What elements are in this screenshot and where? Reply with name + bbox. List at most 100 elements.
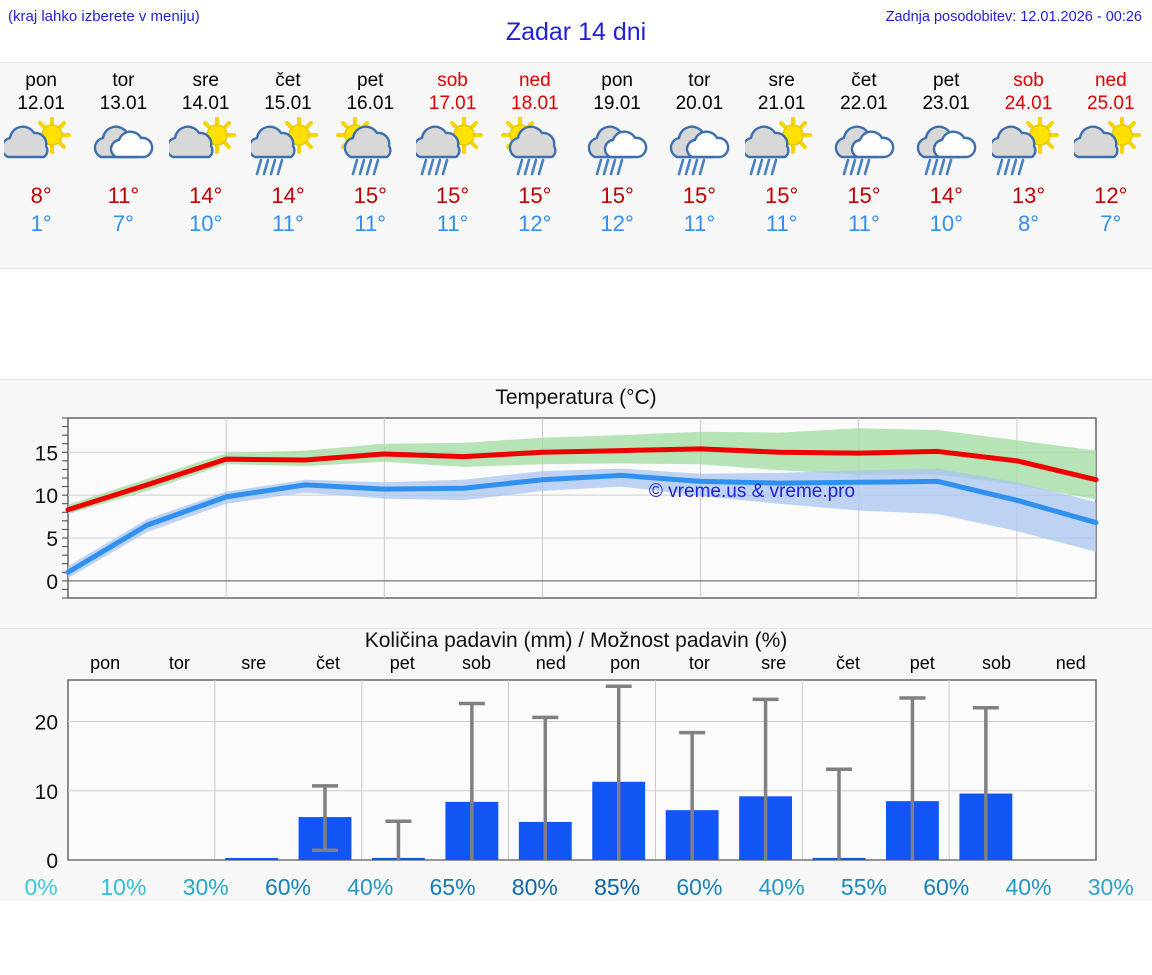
weather-icon-wrap bbox=[827, 117, 901, 179]
weather-icon-wrap bbox=[333, 117, 407, 179]
day-date-label: 12.01 bbox=[17, 93, 65, 114]
weather-icon-wrap bbox=[1073, 117, 1148, 179]
precip-probability-label: 0% bbox=[24, 874, 58, 900]
max-temperature-label: 15° bbox=[353, 183, 387, 208]
max-temperature-label: 14° bbox=[929, 183, 963, 208]
day-of-week-label: pon bbox=[25, 70, 57, 91]
precip-probability-label: 55% bbox=[840, 874, 887, 900]
day-of-week-label: sre bbox=[768, 70, 795, 91]
precip-probability-label: 80% bbox=[511, 874, 558, 900]
max-temperature-label: 15° bbox=[600, 183, 634, 208]
max-temperature-label: 14° bbox=[271, 183, 305, 208]
precip-day-label: pet bbox=[389, 653, 415, 673]
max-temperature-label: 15° bbox=[765, 183, 799, 208]
partly-cloudy-icon bbox=[1073, 117, 1141, 159]
weather-icon-wrap bbox=[909, 117, 983, 179]
watermark: © vreme.us & vreme.pro bbox=[649, 481, 855, 502]
precip-day-label: sre bbox=[761, 653, 787, 673]
precip-probability-label: 40% bbox=[347, 874, 394, 900]
spacer bbox=[0, 269, 1152, 379]
day-card[interactable]: ned 18.01 15° 12° bbox=[494, 63, 576, 268]
precip-probability-label: 65% bbox=[429, 874, 476, 900]
day-card[interactable]: sre 14.01 14° 10° bbox=[165, 63, 247, 268]
day-date-label: 13.01 bbox=[99, 93, 148, 114]
day-card[interactable]: pet 23.01 14° 10° bbox=[905, 63, 987, 268]
day-card[interactable]: sob 24.01 13° 8° bbox=[987, 63, 1069, 268]
min-temperature-label: 1° bbox=[30, 211, 52, 236]
confidence-band bbox=[68, 468, 1096, 579]
day-card[interactable]: sob 17.01 15° 11° bbox=[411, 63, 493, 268]
day-card[interactable]: pet 16.01 15° 11° bbox=[329, 63, 411, 268]
y-axis-tick-label: 15 bbox=[35, 442, 58, 465]
min-temperature-label: 10° bbox=[189, 211, 223, 236]
precip-day-label: tor bbox=[688, 653, 710, 673]
precip-probability-label: 10% bbox=[100, 874, 147, 900]
max-temperature-label: 11° bbox=[107, 183, 140, 208]
min-temperature-label: 11° bbox=[848, 211, 880, 236]
day-card[interactable]: tor 20.01 15° 11° bbox=[658, 63, 740, 268]
precipitation-probability-row: 0% 10% 30% 60% 40% 65% 80% 85% 60% 40% 55% 60% 40% 30… bbox=[0, 874, 1152, 901]
precipitation-chart-title: Količina padavin (mm) / Možnost padavin … bbox=[364, 629, 788, 652]
y-axis-tick-label: 10 bbox=[35, 485, 58, 508]
day-date-label: 21.01 bbox=[757, 93, 806, 114]
max-temperature-label: 13° bbox=[1011, 183, 1046, 208]
day-date-label: 19.01 bbox=[593, 93, 641, 114]
day-of-week-label: sob bbox=[1013, 70, 1044, 91]
temperature-line bbox=[65, 446, 1099, 513]
precip-day-label: sob bbox=[982, 653, 1012, 673]
location-menu-hint[interactable]: (kraj lahko izberete v meniju) bbox=[8, 8, 200, 25]
precipitation-chart-block: Količina padavin (mm) / Možnost padavin … bbox=[0, 628, 1152, 901]
weather-icon-wrap bbox=[415, 117, 490, 179]
day-of-week-label: pon bbox=[601, 70, 633, 91]
day-card[interactable]: pon 19.01 15° 12° bbox=[576, 63, 658, 268]
precip-day-label: ned bbox=[1055, 653, 1086, 673]
day-of-week-label: sob bbox=[437, 70, 468, 91]
max-temperature-label: 8° bbox=[30, 183, 52, 208]
day-card[interactable]: sre 21.01 15° 11° bbox=[741, 63, 823, 268]
weather-icon-wrap bbox=[168, 117, 243, 179]
precip-probability-label: 30% bbox=[182, 874, 229, 900]
precip-probability-label: 85% bbox=[594, 874, 641, 900]
day-date-label: 24.01 bbox=[1004, 93, 1053, 114]
daily-forecast-days: pon 12.01 8° 1° tor 13.01 11° 7° sre 14.01 14° 10° č… bbox=[0, 63, 1152, 268]
day-card[interactable]: pon 12.01 8° 1° bbox=[0, 63, 82, 268]
precip-probability-label: 60% bbox=[264, 874, 311, 900]
day-of-week-label: čet bbox=[851, 70, 877, 91]
day-card[interactable]: tor 13.01 11° 7° bbox=[82, 63, 164, 268]
cloudy-rain-icon bbox=[587, 125, 648, 176]
precip-day-label: čet bbox=[315, 653, 340, 673]
partly-cloudy-rain-icon bbox=[415, 117, 483, 176]
y-axis-tick-label: 10 bbox=[35, 781, 58, 804]
y-axis-tick-label: 5 bbox=[46, 528, 58, 551]
day-of-week-label: pet bbox=[357, 70, 384, 91]
day-card[interactable]: ned 25.01 12° 7° bbox=[1070, 63, 1152, 268]
day-of-week-label: ned bbox=[518, 70, 551, 91]
day-card[interactable]: čet 15.01 14° 11° bbox=[247, 63, 329, 268]
weather-icon-wrap bbox=[662, 117, 736, 179]
day-date-label: 20.01 bbox=[675, 93, 724, 114]
day-card[interactable]: čet 22.01 15° 11° bbox=[823, 63, 905, 268]
cloudy-icon bbox=[94, 125, 154, 159]
min-temperature-label: 7° bbox=[1100, 211, 1122, 236]
precip-day-label: pet bbox=[909, 653, 935, 673]
weather-icon-wrap bbox=[991, 117, 1066, 179]
partly-cloudy-icon bbox=[4, 117, 72, 159]
day-date-label: 17.01 bbox=[428, 93, 477, 114]
day-date-label: 18.01 bbox=[511, 93, 559, 114]
day-of-week-label: tor bbox=[688, 70, 711, 91]
sun-cloud-rain-icon bbox=[500, 117, 557, 176]
weather-icon-wrap bbox=[744, 117, 819, 179]
min-temperature-label: 10° bbox=[929, 211, 963, 236]
precip-probability-label: 60% bbox=[923, 874, 970, 900]
max-temperature-label: 15° bbox=[682, 183, 717, 208]
max-temperature-label: 15° bbox=[847, 183, 881, 208]
precip-bar[interactable] bbox=[225, 858, 279, 860]
weather-icon-wrap bbox=[498, 117, 572, 179]
day-date-label: 25.01 bbox=[1087, 93, 1135, 114]
min-temperature-label: 11° bbox=[765, 211, 798, 236]
precip-day-label: ned bbox=[535, 653, 566, 673]
weather-icon-wrap bbox=[4, 117, 78, 179]
precip-probability-label: 40% bbox=[758, 874, 805, 900]
max-temperature-label: 15° bbox=[518, 183, 552, 208]
weather-icon-wrap bbox=[86, 117, 160, 179]
